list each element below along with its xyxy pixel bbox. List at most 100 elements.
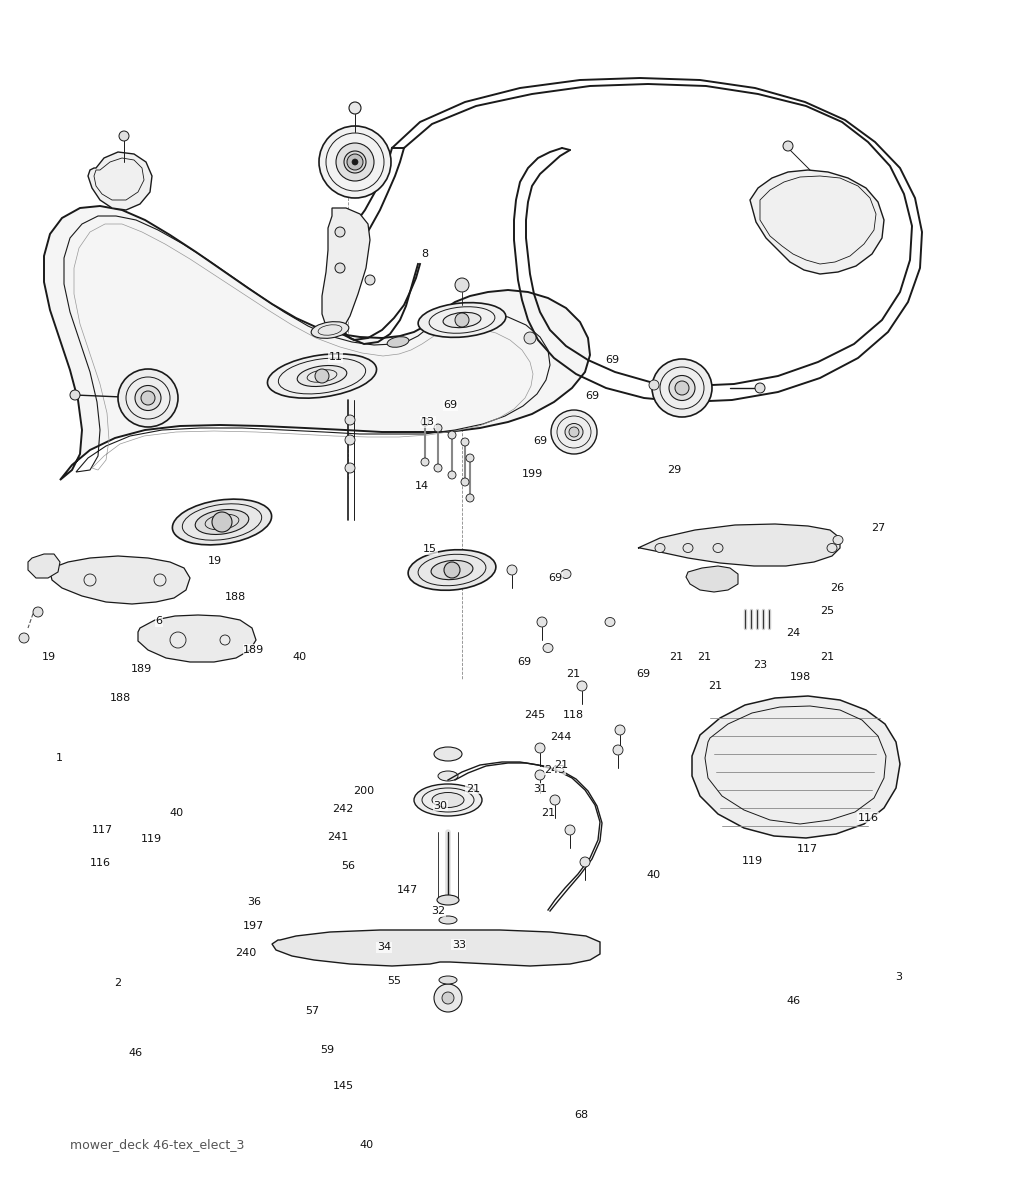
Text: 34: 34 bbox=[377, 942, 391, 952]
Circle shape bbox=[675, 381, 689, 394]
Circle shape bbox=[577, 681, 587, 691]
Text: 69: 69 bbox=[443, 400, 458, 410]
Text: 188: 188 bbox=[225, 592, 246, 602]
Circle shape bbox=[141, 391, 155, 405]
Circle shape bbox=[455, 278, 469, 293]
Text: 30: 30 bbox=[433, 801, 447, 811]
Circle shape bbox=[434, 984, 462, 1012]
Ellipse shape bbox=[336, 143, 374, 181]
Ellipse shape bbox=[172, 499, 271, 544]
Circle shape bbox=[524, 332, 536, 344]
Ellipse shape bbox=[833, 536, 843, 544]
Circle shape bbox=[444, 562, 460, 578]
Circle shape bbox=[565, 825, 575, 835]
Text: 189: 189 bbox=[131, 664, 152, 674]
Ellipse shape bbox=[438, 771, 458, 781]
Circle shape bbox=[442, 992, 454, 1004]
Ellipse shape bbox=[551, 410, 597, 454]
Ellipse shape bbox=[311, 321, 349, 338]
Circle shape bbox=[613, 745, 623, 755]
Circle shape bbox=[434, 424, 442, 432]
Text: 56: 56 bbox=[341, 861, 355, 870]
Ellipse shape bbox=[319, 126, 391, 198]
Ellipse shape bbox=[431, 560, 473, 579]
Text: 199: 199 bbox=[522, 469, 543, 478]
Text: 59: 59 bbox=[321, 1046, 335, 1055]
Text: 116: 116 bbox=[858, 813, 879, 823]
Text: 69: 69 bbox=[548, 573, 562, 583]
Text: 200: 200 bbox=[353, 787, 374, 796]
Text: 145: 145 bbox=[333, 1081, 353, 1091]
Polygon shape bbox=[750, 170, 884, 275]
Text: 46: 46 bbox=[128, 1048, 142, 1058]
Ellipse shape bbox=[297, 366, 347, 386]
Circle shape bbox=[347, 153, 362, 170]
Text: 55: 55 bbox=[387, 976, 401, 986]
Text: 40: 40 bbox=[646, 870, 660, 880]
Polygon shape bbox=[322, 207, 370, 332]
Ellipse shape bbox=[432, 793, 464, 807]
Text: 36: 36 bbox=[247, 897, 261, 906]
Ellipse shape bbox=[437, 894, 459, 905]
Ellipse shape bbox=[713, 543, 723, 553]
Text: 244: 244 bbox=[551, 733, 571, 742]
Circle shape bbox=[315, 369, 329, 382]
Text: 242: 242 bbox=[333, 805, 353, 814]
Text: 2: 2 bbox=[115, 978, 121, 988]
Text: 26: 26 bbox=[830, 583, 845, 592]
Text: 19: 19 bbox=[208, 556, 222, 566]
Ellipse shape bbox=[652, 359, 712, 417]
Text: 6: 6 bbox=[156, 616, 162, 626]
Text: 240: 240 bbox=[236, 948, 256, 958]
Circle shape bbox=[345, 435, 355, 445]
Text: 19: 19 bbox=[42, 652, 56, 662]
Circle shape bbox=[755, 382, 765, 393]
Text: 69: 69 bbox=[517, 657, 531, 667]
Circle shape bbox=[783, 141, 793, 151]
Text: 21: 21 bbox=[541, 808, 555, 818]
Ellipse shape bbox=[414, 784, 482, 817]
Text: 198: 198 bbox=[791, 673, 811, 682]
Circle shape bbox=[507, 565, 517, 576]
Text: 119: 119 bbox=[742, 856, 763, 866]
Text: 8: 8 bbox=[422, 249, 428, 259]
Text: 69: 69 bbox=[605, 355, 620, 364]
Polygon shape bbox=[44, 206, 590, 480]
Text: 21: 21 bbox=[554, 760, 568, 770]
Polygon shape bbox=[50, 556, 190, 604]
Ellipse shape bbox=[118, 369, 178, 427]
Text: 40: 40 bbox=[359, 1140, 374, 1150]
Polygon shape bbox=[686, 566, 738, 592]
Circle shape bbox=[33, 607, 43, 617]
Text: 117: 117 bbox=[92, 825, 113, 835]
Text: 33: 33 bbox=[452, 940, 466, 950]
Circle shape bbox=[212, 512, 232, 532]
Circle shape bbox=[345, 415, 355, 424]
Circle shape bbox=[119, 131, 129, 141]
Text: 13: 13 bbox=[421, 417, 435, 427]
Text: 197: 197 bbox=[244, 921, 264, 930]
Text: 21: 21 bbox=[669, 652, 683, 662]
Ellipse shape bbox=[387, 337, 409, 348]
Text: 188: 188 bbox=[111, 693, 131, 703]
Text: 69: 69 bbox=[636, 669, 650, 679]
Text: 40: 40 bbox=[292, 652, 306, 662]
Circle shape bbox=[449, 471, 456, 478]
Ellipse shape bbox=[439, 916, 457, 924]
Text: 69: 69 bbox=[534, 436, 548, 446]
Circle shape bbox=[365, 275, 375, 285]
Text: 57: 57 bbox=[305, 1006, 319, 1016]
Circle shape bbox=[461, 478, 469, 486]
Ellipse shape bbox=[344, 151, 366, 173]
Ellipse shape bbox=[543, 644, 553, 652]
Text: 241: 241 bbox=[328, 832, 348, 842]
Text: 24: 24 bbox=[786, 628, 801, 638]
Ellipse shape bbox=[434, 747, 462, 761]
Circle shape bbox=[537, 617, 547, 627]
Text: 40: 40 bbox=[169, 808, 183, 818]
Polygon shape bbox=[692, 695, 900, 838]
Text: 32: 32 bbox=[431, 906, 445, 916]
Circle shape bbox=[449, 430, 456, 439]
Polygon shape bbox=[138, 615, 256, 662]
Text: 3: 3 bbox=[896, 972, 902, 982]
